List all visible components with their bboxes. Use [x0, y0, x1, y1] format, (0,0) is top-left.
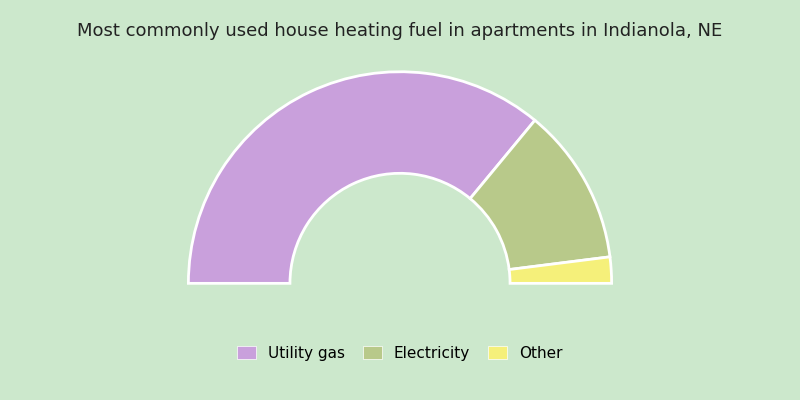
Wedge shape — [509, 257, 612, 283]
Text: Most commonly used house heating fuel in apartments in Indianola, NE: Most commonly used house heating fuel in… — [78, 22, 722, 40]
Legend: Utility gas, Electricity, Other: Utility gas, Electricity, Other — [231, 340, 569, 367]
Wedge shape — [188, 72, 535, 283]
Wedge shape — [470, 120, 610, 270]
